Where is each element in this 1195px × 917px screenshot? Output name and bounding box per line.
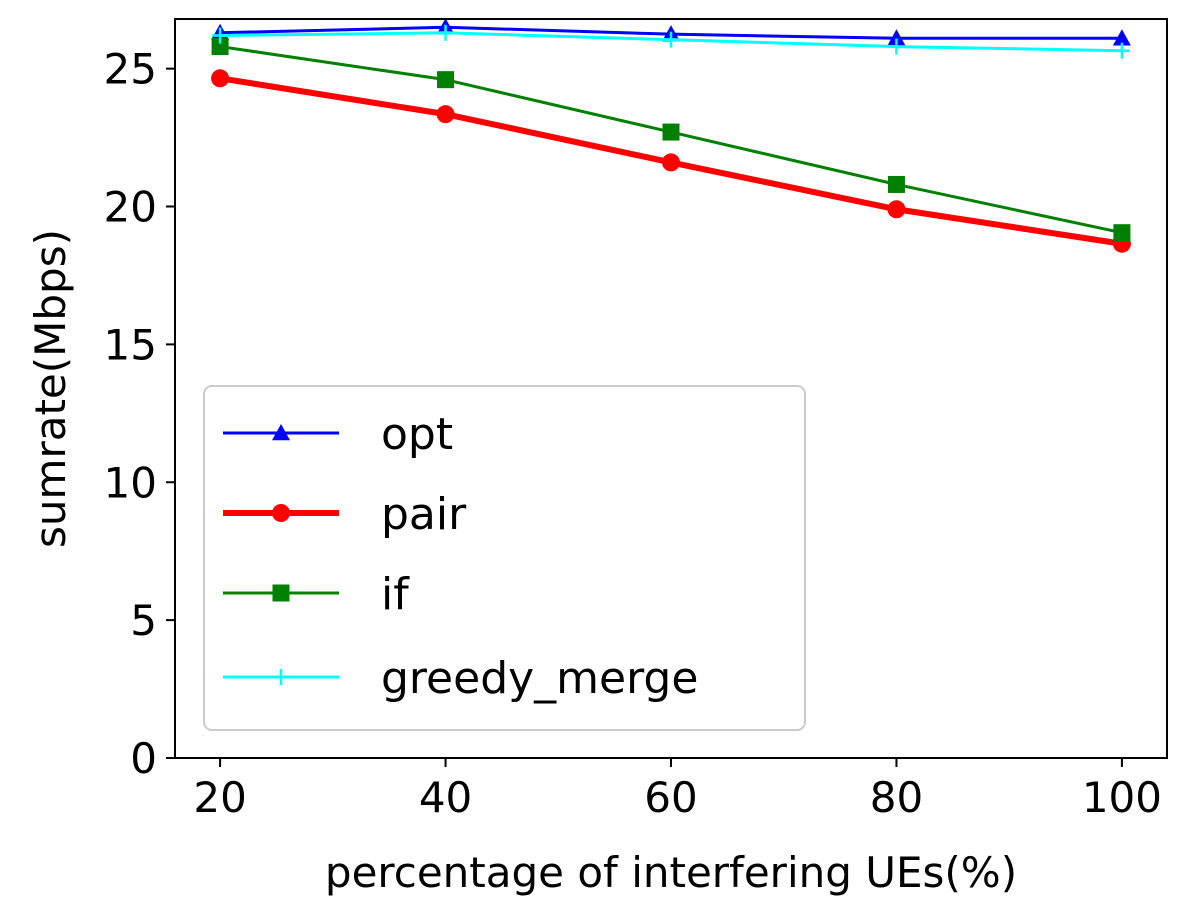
axes: 20 40 60 80 100 0 5 10 15 20 25	[104, 18, 1168, 822]
y-tick-label-10: 10	[104, 458, 157, 507]
data-point-if-80	[887, 175, 905, 193]
data-point-pair-60	[662, 153, 680, 172]
data-point-if-100	[1113, 224, 1131, 242]
y-tick-label-5: 5	[130, 596, 157, 645]
y-tick-label-25: 25	[104, 45, 157, 94]
legend: opt pair if greedy_merge	[203, 385, 806, 731]
data-point-if-40	[437, 71, 455, 89]
data-point-if-20	[211, 38, 229, 56]
legend-label-opt: opt	[381, 409, 453, 460]
data-point-opt-100	[1112, 29, 1131, 46]
data-point-greedy_merge-20	[212, 27, 229, 44]
x-tick-label-100: 100	[1082, 773, 1162, 822]
legend-label-if: if	[381, 569, 410, 620]
x-axis-label: percentage of interfering UEs(%)	[325, 848, 1017, 897]
x-tick-label-60: 60	[644, 773, 697, 822]
legend-marker-if	[272, 584, 290, 602]
legend-marker-greedy_merge	[273, 669, 289, 685]
legend-label-pair: pair	[381, 489, 467, 540]
x-tick-label-40: 40	[419, 773, 472, 822]
legend-marker-pair	[272, 504, 290, 522]
legend-box	[203, 385, 806, 731]
plot-area	[211, 18, 1131, 253]
legend-label-greedy_merge: greedy_merge	[381, 653, 698, 704]
y-tick-label-20: 20	[104, 183, 157, 232]
data-point-greedy_merge-60	[663, 31, 679, 48]
data-point-if-60	[662, 123, 680, 141]
data-point-pair-80	[887, 200, 906, 219]
x-tick-label-80: 80	[870, 773, 923, 822]
y-tick-label-15: 15	[104, 320, 157, 369]
data-point-greedy_merge-40	[437, 24, 454, 41]
data-point-opt-80	[887, 29, 906, 46]
data-point-greedy_merge-100	[1113, 42, 1130, 59]
legend-marker-opt	[272, 424, 290, 441]
data-point-pair-40	[436, 105, 455, 124]
data-point-greedy_merge-80	[888, 38, 905, 55]
y-axis-label: sumrate(Mbps)	[26, 229, 75, 548]
data-point-pair-20	[211, 69, 230, 88]
x-tick-label-20: 20	[193, 773, 246, 822]
y-tick-label-0: 0	[130, 734, 157, 783]
